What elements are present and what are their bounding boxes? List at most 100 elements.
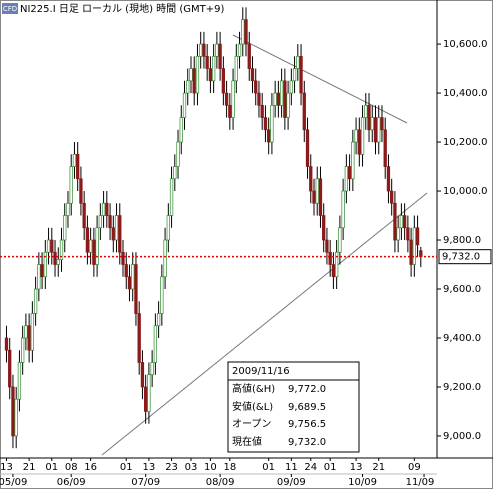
candle-body bbox=[63, 215, 67, 241]
candle-body bbox=[95, 227, 99, 265]
candle-body bbox=[360, 117, 365, 155]
candle-body bbox=[82, 202, 86, 229]
info-box-frame bbox=[227, 361, 360, 453]
candle-body bbox=[257, 92, 261, 106]
candle-body bbox=[383, 129, 387, 167]
candle-body bbox=[27, 325, 31, 351]
candle-body bbox=[322, 215, 326, 241]
y-tick-label: 10,400.0 bbox=[443, 88, 488, 99]
candle-body bbox=[202, 43, 206, 57]
x-tick-label: 16 bbox=[84, 462, 97, 473]
info-box: 2009/11/16 高値(&H) 9,772.0 安値(&L) 9,689.5… bbox=[227, 361, 360, 453]
x-tick-label: 23 bbox=[165, 462, 178, 473]
candle-body bbox=[24, 325, 28, 339]
y-tick-label: 10,600.0 bbox=[443, 39, 488, 50]
x-tick-label: 13 bbox=[0, 462, 13, 473]
candle-body bbox=[234, 55, 238, 82]
candle-body bbox=[8, 349, 12, 388]
candle-body bbox=[140, 362, 145, 388]
candle-body bbox=[134, 264, 138, 314]
candle-body bbox=[66, 202, 70, 216]
candle-body bbox=[279, 80, 284, 106]
candle-body bbox=[46, 239, 51, 253]
candle-body bbox=[370, 117, 374, 131]
candle-body bbox=[247, 43, 251, 69]
candle-body bbox=[121, 251, 125, 265]
candle-body bbox=[250, 68, 255, 82]
candle-body bbox=[124, 264, 128, 278]
candle-body bbox=[344, 166, 349, 192]
candle-body bbox=[127, 276, 132, 290]
candle-body bbox=[328, 251, 332, 265]
info-value: 9,756.5 bbox=[288, 419, 326, 430]
candle-body bbox=[43, 251, 47, 278]
candle-body bbox=[393, 202, 397, 241]
candle-body bbox=[186, 80, 190, 94]
candle-body bbox=[144, 386, 148, 412]
candle-body bbox=[244, 19, 248, 45]
candle-body bbox=[205, 55, 209, 69]
chart-title: NI225.I 日足 ローカル (現地) 時間 (GMT+9) bbox=[20, 2, 224, 15]
candle-body bbox=[218, 43, 222, 69]
candle-body bbox=[59, 239, 64, 260]
candle-body bbox=[254, 80, 258, 94]
candle-body bbox=[98, 215, 102, 229]
candle-body bbox=[331, 264, 336, 278]
candle-body bbox=[351, 141, 355, 180]
candle-body bbox=[153, 325, 158, 363]
candle-body bbox=[199, 43, 203, 57]
candle-body bbox=[299, 55, 303, 94]
x-tick-label: 24 bbox=[304, 462, 317, 473]
candle-body bbox=[21, 337, 25, 363]
candle-body bbox=[85, 227, 90, 253]
info-label: 高値(&H) bbox=[232, 382, 275, 395]
candle-body bbox=[17, 362, 22, 400]
info-value: 9,689.5 bbox=[288, 402, 326, 413]
candle-body bbox=[409, 239, 413, 265]
candle-body bbox=[160, 276, 164, 314]
candle-body bbox=[33, 288, 38, 314]
candle-body bbox=[53, 251, 57, 265]
x-tick-label: 01 bbox=[120, 462, 133, 473]
candle-body bbox=[318, 178, 323, 216]
candle-body bbox=[270, 104, 274, 143]
candle-body bbox=[357, 129, 361, 155]
candle-body bbox=[377, 117, 381, 143]
candle-body bbox=[335, 251, 339, 278]
y-tick-label: 9,400.0 bbox=[443, 333, 481, 344]
candle-body bbox=[364, 104, 368, 118]
candle-body bbox=[267, 129, 271, 143]
x-tick-label: 01 bbox=[262, 462, 275, 473]
candle-body bbox=[341, 190, 345, 229]
x-tick-label: 10 bbox=[204, 462, 217, 473]
candle-body bbox=[338, 227, 342, 253]
x-month-label: 11/09 bbox=[406, 477, 435, 488]
y-tick-label: 9,200.0 bbox=[443, 382, 481, 393]
x-month-label: 06/09 bbox=[57, 477, 86, 488]
candle-body bbox=[325, 239, 329, 253]
candle-body bbox=[380, 117, 384, 131]
candle-body bbox=[415, 227, 420, 246]
candle-body bbox=[150, 362, 154, 376]
candle-body bbox=[231, 80, 235, 118]
candle-body bbox=[4, 337, 9, 351]
candle-body bbox=[50, 239, 54, 253]
info-value: 9,772.0 bbox=[288, 384, 326, 395]
current-price-box bbox=[438, 249, 492, 265]
candle-body bbox=[114, 215, 119, 241]
candle-body bbox=[224, 92, 229, 106]
candle-body bbox=[37, 264, 41, 290]
candle-body bbox=[273, 92, 277, 106]
candle-body bbox=[40, 264, 44, 278]
candle-body bbox=[286, 92, 290, 118]
candle-body bbox=[296, 55, 300, 69]
candle-body bbox=[396, 227, 400, 241]
x-tick-label: 01 bbox=[324, 462, 337, 473]
cfd-icon bbox=[2, 3, 18, 14]
candle-body bbox=[189, 68, 193, 82]
candle-body bbox=[101, 202, 106, 216]
candle-body bbox=[289, 80, 293, 94]
candle-body bbox=[169, 178, 174, 216]
x-tick-label: 21 bbox=[23, 462, 36, 473]
x-tick-label: 13 bbox=[350, 462, 363, 473]
